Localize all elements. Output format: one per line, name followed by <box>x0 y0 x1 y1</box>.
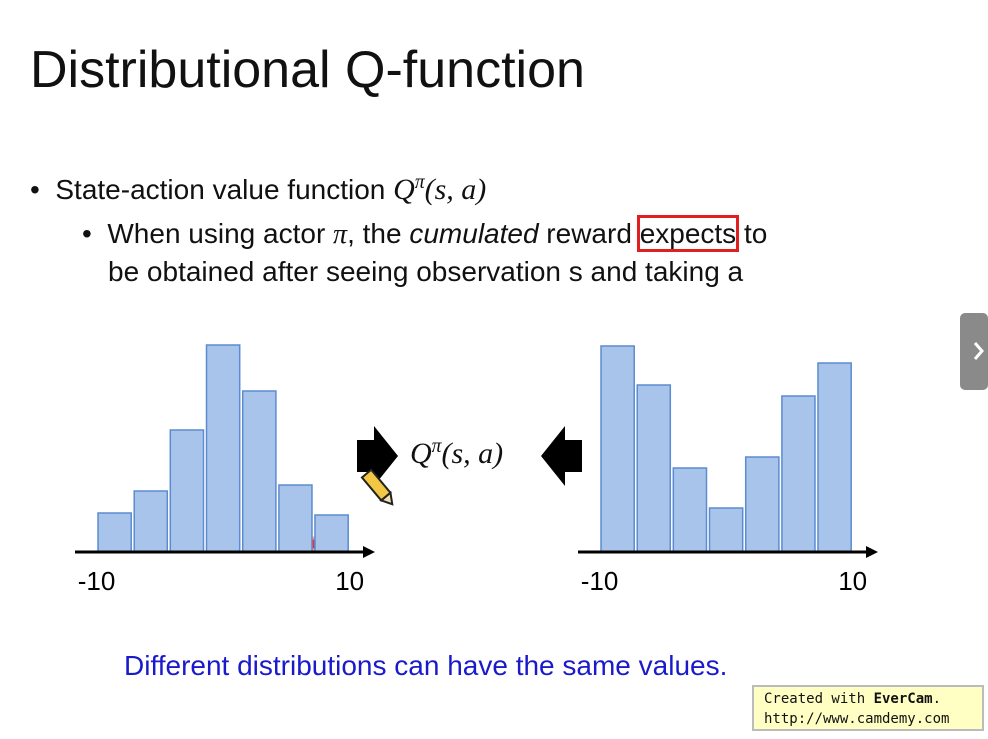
bar <box>205 344 241 553</box>
bar <box>133 490 169 553</box>
title: Distributional Q-function <box>30 41 585 99</box>
pi: π <box>333 219 348 250</box>
bar <box>636 384 672 553</box>
text: reward <box>538 218 640 249</box>
sup: π <box>431 436 442 457</box>
text: , the <box>347 218 410 249</box>
bar <box>817 362 852 553</box>
x-tick-label: 10 <box>838 566 867 596</box>
bar <box>314 514 349 553</box>
text: . <box>932 691 942 707</box>
bar <box>744 456 780 553</box>
args: (s, a) <box>441 437 504 470</box>
x-tick-label: -10 <box>78 566 116 596</box>
text: When using actor <box>107 218 334 249</box>
x-tick-label: 10 <box>335 566 364 596</box>
bar <box>781 395 816 553</box>
text: to <box>736 218 768 249</box>
footer: Different distributions can have the sam… <box>124 650 728 681</box>
next-tab[interactable] <box>960 313 988 390</box>
formula: Qπ(s, a) <box>393 172 487 206</box>
x-tick-label: -10 <box>581 566 619 596</box>
sub-bullet-line: be obtained after seeing observation s a… <box>108 256 744 287</box>
brand: EverCam <box>873 691 933 707</box>
text: Created with <box>764 691 874 707</box>
chevron <box>973 342 984 360</box>
bar <box>708 507 744 553</box>
bar <box>600 345 635 553</box>
right-arrow <box>357 426 398 486</box>
watermark: Created with EverCam. http://www.camdemy… <box>752 685 984 731</box>
left-arrow <box>541 426 582 486</box>
sub-bullet: • When using actor π, the cumulated rewa… <box>82 215 768 252</box>
italic: cumulated <box>409 218 539 249</box>
bar <box>97 512 132 553</box>
args: (s, a) <box>424 173 487 206</box>
text: State-action value function <box>55 174 394 205</box>
axis-arrow <box>363 546 375 558</box>
q: Q <box>410 437 432 470</box>
bar <box>241 390 277 553</box>
highlight: expects <box>636 215 740 252</box>
sup: π <box>414 172 425 193</box>
q: Q <box>393 173 415 206</box>
bar <box>278 484 313 553</box>
bullet: • State-action value function Qπ(s, a) <box>30 172 487 206</box>
center-formula: Qπ(s, a) <box>410 436 503 471</box>
bar <box>672 467 708 553</box>
axis-arrow <box>866 546 878 558</box>
bar <box>169 429 205 553</box>
pencil-icon <box>360 468 394 506</box>
url: http://www.camdemy.com <box>764 711 950 727</box>
